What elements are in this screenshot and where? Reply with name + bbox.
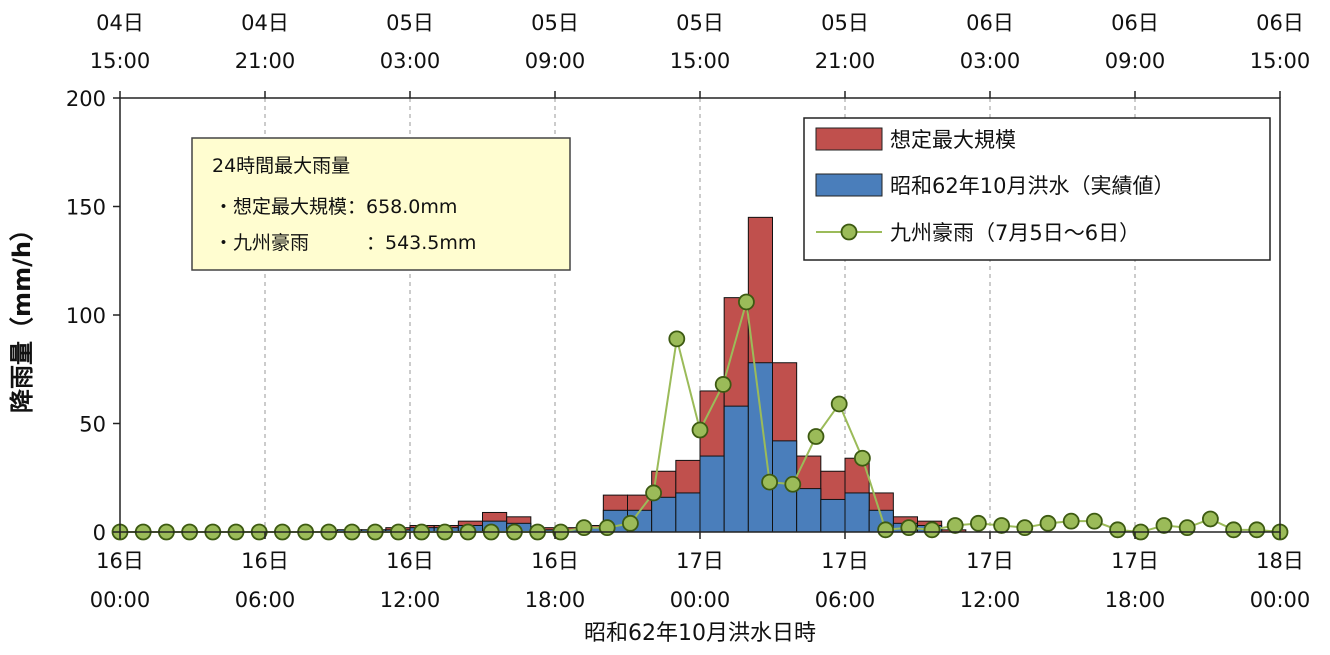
x-tick-time-label: 12:00 bbox=[380, 588, 441, 612]
x-tick-day-label: 17日 bbox=[1111, 549, 1159, 573]
y-tick-label: 0 bbox=[93, 521, 106, 545]
line-series-group bbox=[111, 293, 1289, 541]
line-point bbox=[622, 514, 639, 532]
line-point bbox=[1062, 512, 1080, 530]
bar-actual bbox=[820, 498, 846, 533]
x-tick-time-label: 12:00 bbox=[960, 588, 1021, 612]
x-tick-day-label: 16日 bbox=[241, 549, 289, 573]
x-tick-time-label: 00:00 bbox=[1250, 588, 1311, 612]
line-point bbox=[598, 519, 616, 537]
line-point bbox=[1178, 519, 1196, 537]
bar-actual bbox=[844, 492, 870, 533]
line-point bbox=[1086, 512, 1103, 530]
annotation-line-1: ・想定最大規模：658.0mm bbox=[214, 196, 457, 218]
top-tick-day-label: 05日 bbox=[386, 11, 434, 35]
bar-actual bbox=[675, 492, 701, 533]
top-tick-day-label: 06日 bbox=[1256, 11, 1304, 35]
line-point bbox=[1109, 521, 1126, 539]
line-point bbox=[1202, 510, 1219, 528]
x-tick-time-label: 00:00 bbox=[670, 588, 731, 612]
legend: 想定最大規模 昭和62年10月洪水（実績値） 九州豪雨（7月5日～6日） bbox=[803, 117, 1271, 261]
top-tick-day-label: 06日 bbox=[1111, 11, 1159, 35]
top-tick-day-label: 05日 bbox=[531, 11, 579, 35]
line-point bbox=[1155, 517, 1173, 534]
x-tick-day-label: 17日 bbox=[676, 549, 724, 573]
top-tick-time-label: 09:00 bbox=[1105, 49, 1166, 73]
y-tick-label: 150 bbox=[66, 196, 106, 220]
legend-marker-kyushu bbox=[840, 223, 858, 241]
x-tick-time-label: 18:00 bbox=[525, 588, 586, 612]
x-tick-day-label: 16日 bbox=[96, 549, 144, 573]
top-tick-time-label: 15:00 bbox=[670, 49, 731, 73]
x-tick-time-label: 06:00 bbox=[815, 588, 876, 612]
legend-label-kyushu: 九州豪雨（7月5日～6日） bbox=[890, 221, 1140, 245]
line-point bbox=[1248, 521, 1266, 539]
x-tick-day-label: 16日 bbox=[531, 549, 579, 573]
line-point bbox=[1039, 514, 1057, 532]
x-tick-day-label: 16日 bbox=[386, 549, 434, 573]
line-point bbox=[714, 376, 732, 393]
bar-actual bbox=[699, 455, 725, 533]
x-axis-top-ticks: 04日 15:00 04日 21:00 05日 03:00 05日 09:00 05日 15:00… bbox=[90, 11, 1311, 98]
line-point bbox=[691, 421, 709, 439]
legend-swatch-actual bbox=[815, 173, 883, 197]
bar-actual bbox=[651, 496, 677, 533]
line-point bbox=[738, 293, 755, 311]
top-tick-time-label: 21:00 bbox=[235, 49, 296, 73]
x-axis-label: 昭和62年10月洪水日時 bbox=[584, 621, 816, 646]
x-axis-bottom-ticks: 16日 00:00 16日 06:00 16日 12:00 16日 18:00 17日 00:00… bbox=[90, 532, 1311, 612]
top-tick-day-label: 06日 bbox=[966, 11, 1014, 35]
top-tick-day-label: 05日 bbox=[821, 11, 869, 35]
top-tick-day-label: 04日 bbox=[241, 11, 289, 35]
legend-label-actual: 昭和62年10月洪水（実績値） bbox=[890, 174, 1174, 198]
x-tick-day-label: 17日 bbox=[966, 549, 1014, 573]
top-tick-day-label: 04日 bbox=[96, 11, 144, 35]
line-point bbox=[830, 395, 848, 413]
bar-actual bbox=[796, 488, 822, 533]
top-tick-time-label: 15:00 bbox=[90, 49, 151, 73]
line-point bbox=[575, 519, 593, 537]
x-tick-time-label: 18:00 bbox=[1105, 588, 1166, 612]
legend-label-max: 想定最大規模 bbox=[890, 128, 1016, 152]
line-point bbox=[807, 428, 825, 445]
line-point bbox=[923, 521, 941, 539]
annotation-box: 24時間最大雨量 ・想定最大規模：658.0mm ・九州豪雨 ：543.5mm bbox=[191, 137, 571, 271]
x-tick-day-label: 18日 bbox=[1256, 549, 1304, 573]
y-axis-ticks: 0 50 100 150 200 bbox=[66, 87, 120, 545]
line-point bbox=[877, 521, 894, 539]
bar-actual bbox=[723, 405, 749, 533]
y-tick-label: 50 bbox=[79, 413, 106, 437]
x-tick-time-label: 06:00 bbox=[235, 588, 296, 612]
top-tick-time-label: 15:00 bbox=[1250, 49, 1311, 73]
top-tick-time-label: 03:00 bbox=[380, 49, 441, 73]
annotation-title: 24時間最大雨量 bbox=[212, 155, 350, 177]
line-point bbox=[970, 514, 987, 532]
line-point bbox=[946, 517, 964, 534]
top-tick-time-label: 21:00 bbox=[815, 49, 876, 73]
x-tick-day-label: 17日 bbox=[821, 549, 869, 573]
annotation-line-2: ・九州豪雨 ：543.5mm bbox=[214, 232, 476, 254]
top-tick-day-label: 05日 bbox=[676, 11, 724, 35]
line-point bbox=[1225, 521, 1242, 539]
line-point bbox=[784, 475, 802, 493]
line-point bbox=[761, 473, 778, 491]
annotation-background bbox=[191, 137, 571, 271]
line-point bbox=[900, 519, 918, 537]
top-tick-time-label: 03:00 bbox=[960, 49, 1021, 73]
line-point bbox=[668, 330, 686, 348]
bar-actual bbox=[747, 362, 773, 533]
y-axis-label: 降雨量（mm/h） bbox=[8, 217, 36, 413]
top-tick-time-label: 09:00 bbox=[525, 49, 586, 73]
line-point bbox=[645, 484, 662, 502]
line-point bbox=[1016, 519, 1034, 537]
legend-swatch-max bbox=[815, 127, 883, 151]
line-point bbox=[993, 517, 1010, 534]
y-tick-label: 100 bbox=[66, 304, 106, 328]
x-tick-time-label: 00:00 bbox=[90, 588, 151, 612]
y-tick-label: 200 bbox=[66, 87, 106, 111]
line-point bbox=[854, 449, 871, 467]
